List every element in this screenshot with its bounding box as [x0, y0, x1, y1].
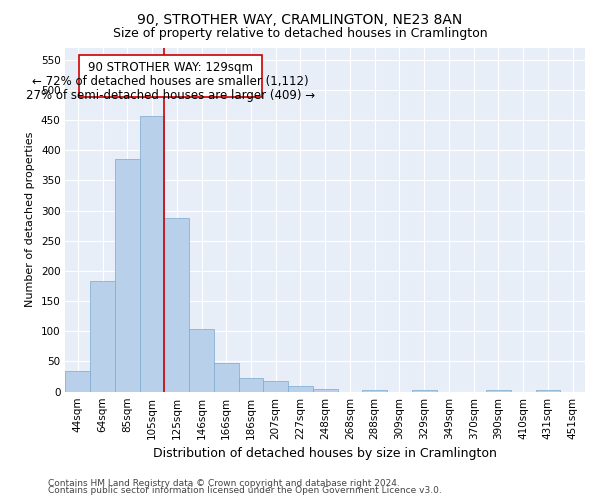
Text: Contains HM Land Registry data © Crown copyright and database right 2024.: Contains HM Land Registry data © Crown c… [48, 478, 400, 488]
Bar [115, 159, 140, 392]
Bar [412, 390, 437, 392]
Text: 90, STROTHER WAY, CRAMLINGTON, NE23 8AN: 90, STROTHER WAY, CRAMLINGTON, NE23 8AN [137, 12, 463, 26]
Bar [486, 390, 511, 392]
Bar [313, 390, 338, 392]
Text: 90 STROTHER WAY: 129sqm: 90 STROTHER WAY: 129sqm [88, 61, 253, 74]
Bar [164, 218, 189, 392]
Text: ← 72% of detached houses are smaller (1,112): ← 72% of detached houses are smaller (1,… [32, 74, 309, 88]
Y-axis label: Number of detached properties: Number of detached properties [25, 132, 35, 308]
Bar [362, 390, 387, 392]
Bar [189, 330, 214, 392]
Bar [65, 370, 90, 392]
Bar [90, 281, 115, 392]
Bar [288, 386, 313, 392]
Bar [263, 382, 288, 392]
Bar [536, 390, 560, 392]
FancyBboxPatch shape [79, 54, 262, 97]
Text: 27% of semi-detached houses are larger (409) →: 27% of semi-detached houses are larger (… [26, 88, 315, 102]
Bar [140, 116, 164, 392]
Text: Size of property relative to detached houses in Cramlington: Size of property relative to detached ho… [113, 28, 487, 40]
Text: Contains public sector information licensed under the Open Government Licence v3: Contains public sector information licen… [48, 486, 442, 495]
Bar [239, 378, 263, 392]
X-axis label: Distribution of detached houses by size in Cramlington: Distribution of detached houses by size … [153, 447, 497, 460]
Bar [214, 364, 239, 392]
